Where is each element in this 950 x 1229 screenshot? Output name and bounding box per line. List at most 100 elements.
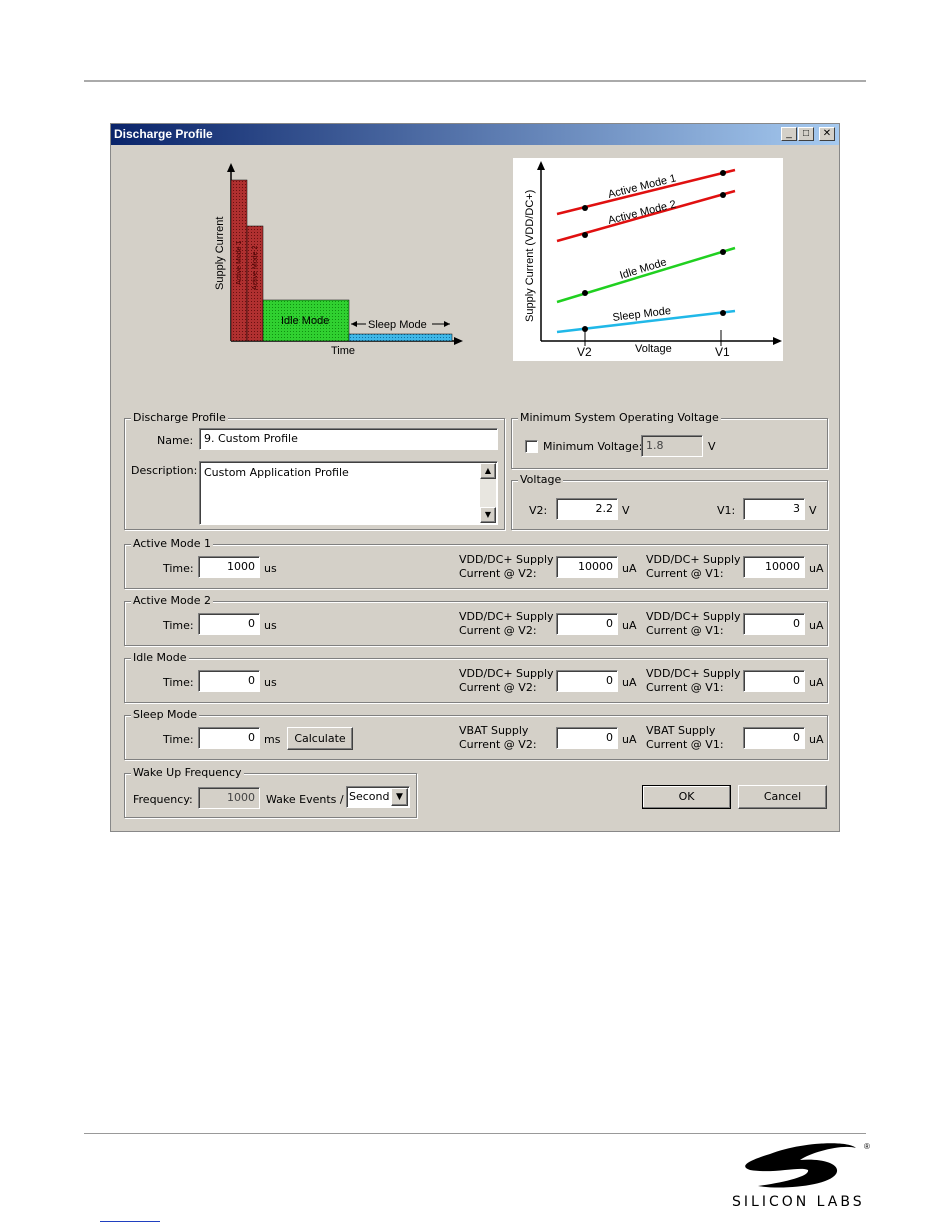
time-unit: us bbox=[264, 676, 277, 689]
registered-mark: ® bbox=[864, 1142, 870, 1151]
v1-current-label-line1: VBAT Supply bbox=[646, 724, 716, 737]
y-axis-label: Supply Current (VDD/DC+) bbox=[524, 190, 536, 322]
group-label: Sleep Mode bbox=[131, 708, 200, 721]
group-label: Active Mode 1 bbox=[131, 537, 213, 550]
current-unit: uA bbox=[622, 676, 637, 689]
current-voltage-diagram: Supply Current (VDD/DC+) Active Mode 1 A… bbox=[513, 158, 783, 361]
active-mode-1-line-label: Active Mode 1 bbox=[607, 172, 678, 201]
v1-current-label-line2: Current @ V1: bbox=[646, 738, 724, 751]
active-mode-2-group: Active Mode 2 Time: 0 us VDD/DC+ Supply … bbox=[124, 594, 828, 646]
chevron-down-icon[interactable]: ▼ bbox=[391, 788, 408, 806]
v2-current-label-line1: VDD/DC+ Supply bbox=[459, 553, 554, 566]
v2-point bbox=[582, 232, 588, 238]
sleep-mode-group: Sleep Mode Time: 0 ms Calculate VBAT Sup… bbox=[124, 708, 828, 760]
scroll-down-icon[interactable]: ▼ bbox=[480, 507, 496, 523]
current-unit: uA bbox=[622, 562, 637, 575]
v2-current-field[interactable]: 0 bbox=[556, 670, 618, 692]
v1-current-label-line2: Current @ V1: bbox=[646, 681, 724, 694]
minimize-button[interactable]: _ bbox=[781, 127, 797, 141]
group-label: Voltage bbox=[518, 473, 564, 486]
v2-point bbox=[582, 205, 588, 211]
time-label: Time: bbox=[163, 562, 194, 575]
maximize-button[interactable]: □ bbox=[798, 127, 814, 141]
frequency-label: Frequency: bbox=[133, 793, 193, 806]
time-label: Time: bbox=[163, 676, 194, 689]
name-label: Name: bbox=[157, 434, 194, 447]
group-label: Idle Mode bbox=[131, 651, 189, 664]
x-axis-arrow bbox=[773, 337, 782, 345]
calculate-button[interactable]: Calculate bbox=[287, 727, 353, 750]
v2-current-label-line1: VDD/DC+ Supply bbox=[459, 667, 554, 680]
logo-mark bbox=[745, 1143, 856, 1188]
sleep-mode-bar bbox=[348, 333, 453, 342]
v2-current-field[interactable]: 0 bbox=[556, 727, 618, 749]
v2-label: V2: bbox=[529, 504, 548, 517]
current-unit: uA bbox=[809, 733, 824, 746]
v1-point bbox=[720, 192, 726, 198]
footer-link-underline bbox=[100, 1221, 160, 1222]
group-label: Discharge Profile bbox=[131, 411, 228, 424]
voltage-group: Voltage V2: 2.2 V V1: 3 V bbox=[511, 473, 828, 530]
v2-axis-label: V2 bbox=[577, 345, 592, 359]
time-unit: us bbox=[264, 619, 277, 632]
time-field[interactable]: 0 bbox=[198, 670, 260, 692]
ok-button[interactable]: OK bbox=[642, 785, 731, 809]
time-field[interactable]: 0 bbox=[198, 613, 260, 635]
description-field[interactable]: Custom Application Profile bbox=[199, 461, 498, 525]
scroll-up-icon[interactable]: ▲ bbox=[480, 463, 496, 479]
discharge-profile-dialog: Discharge Profile _ □ ✕ Active Mode 1 Ac… bbox=[110, 123, 840, 832]
v2-field[interactable]: 2.2 bbox=[556, 498, 618, 520]
profile-name-field[interactable]: 9. Custom Profile bbox=[199, 428, 498, 450]
min-voltage-group: Minimum System Operating Voltage Minimum… bbox=[511, 411, 828, 469]
discharge-profile-group: Discharge Profile Name: 9. Custom Profil… bbox=[124, 411, 505, 530]
title-bar[interactable]: Discharge Profile _ □ ✕ bbox=[111, 124, 839, 145]
wake-events-label: Wake Events / bbox=[266, 793, 344, 806]
time-field[interactable]: 1000 bbox=[198, 556, 260, 578]
cancel-button[interactable]: Cancel bbox=[738, 785, 827, 809]
time-axis-label: Time bbox=[331, 345, 355, 357]
current-unit: uA bbox=[622, 619, 637, 632]
min-voltage-checkbox[interactable] bbox=[525, 440, 538, 453]
sleep-mode-label: Sleep Mode bbox=[368, 319, 427, 331]
v1-current-field[interactable]: 0 bbox=[743, 670, 805, 692]
time-label: Time: bbox=[163, 733, 194, 746]
description-label: Description: bbox=[131, 464, 198, 477]
silicon-labs-logo: ® SILICON LABS bbox=[732, 1142, 870, 1210]
unit-label: V bbox=[622, 504, 630, 517]
v1-current-field[interactable]: 0 bbox=[743, 727, 805, 749]
active-mode-2-bar bbox=[246, 225, 264, 342]
current-unit: uA bbox=[809, 676, 824, 689]
description-scrollbar[interactable]: ▲ ▼ bbox=[480, 463, 496, 523]
min-voltage-field[interactable]: 1.8 bbox=[641, 435, 703, 457]
v1-field[interactable]: 3 bbox=[743, 498, 805, 520]
active-mode-1-label: Active Mode 1 bbox=[236, 241, 243, 285]
v2-current-field[interactable]: 0 bbox=[556, 613, 618, 635]
min-voltage-label: Minimum Voltage: bbox=[543, 440, 643, 453]
idle-mode-line-label: Idle Mode bbox=[618, 256, 668, 282]
period-value: Second bbox=[349, 790, 390, 803]
v2-current-field[interactable]: 10000 bbox=[556, 556, 618, 578]
logo-wordmark: SILICON LABS bbox=[732, 1194, 865, 1210]
v1-current-label-line1: VDD/DC+ Supply bbox=[646, 610, 741, 623]
time-field[interactable]: 0 bbox=[198, 727, 260, 749]
idle-mode-bar bbox=[262, 299, 350, 342]
v1-current-field[interactable]: 10000 bbox=[743, 556, 805, 578]
time-label: Time: bbox=[163, 619, 194, 632]
wake-frequency-group: Wake Up Frequency Frequency: 1000 Wake E… bbox=[124, 766, 417, 818]
v2-current-label-line1: VBAT Supply bbox=[459, 724, 529, 737]
v1-current-field[interactable]: 0 bbox=[743, 613, 805, 635]
time-unit: ms bbox=[264, 733, 281, 746]
group-label: Minimum System Operating Voltage bbox=[518, 411, 721, 424]
header-rule bbox=[84, 80, 866, 82]
sleep-arrow-right-head bbox=[444, 321, 450, 327]
time-unit: us bbox=[264, 562, 277, 575]
current-unit: uA bbox=[809, 619, 824, 632]
idle-mode-group: Idle Mode Time: 0 us VDD/DC+ Supply Curr… bbox=[124, 651, 828, 703]
v2-point bbox=[582, 326, 588, 332]
y-axis-arrow bbox=[537, 161, 545, 170]
v1-point bbox=[720, 310, 726, 316]
frequency-field[interactable]: 1000 bbox=[198, 787, 260, 809]
group-label: Wake Up Frequency bbox=[131, 766, 244, 779]
close-button[interactable]: ✕ bbox=[819, 127, 835, 141]
supply-current-axis-label: Supply Current bbox=[214, 217, 226, 290]
